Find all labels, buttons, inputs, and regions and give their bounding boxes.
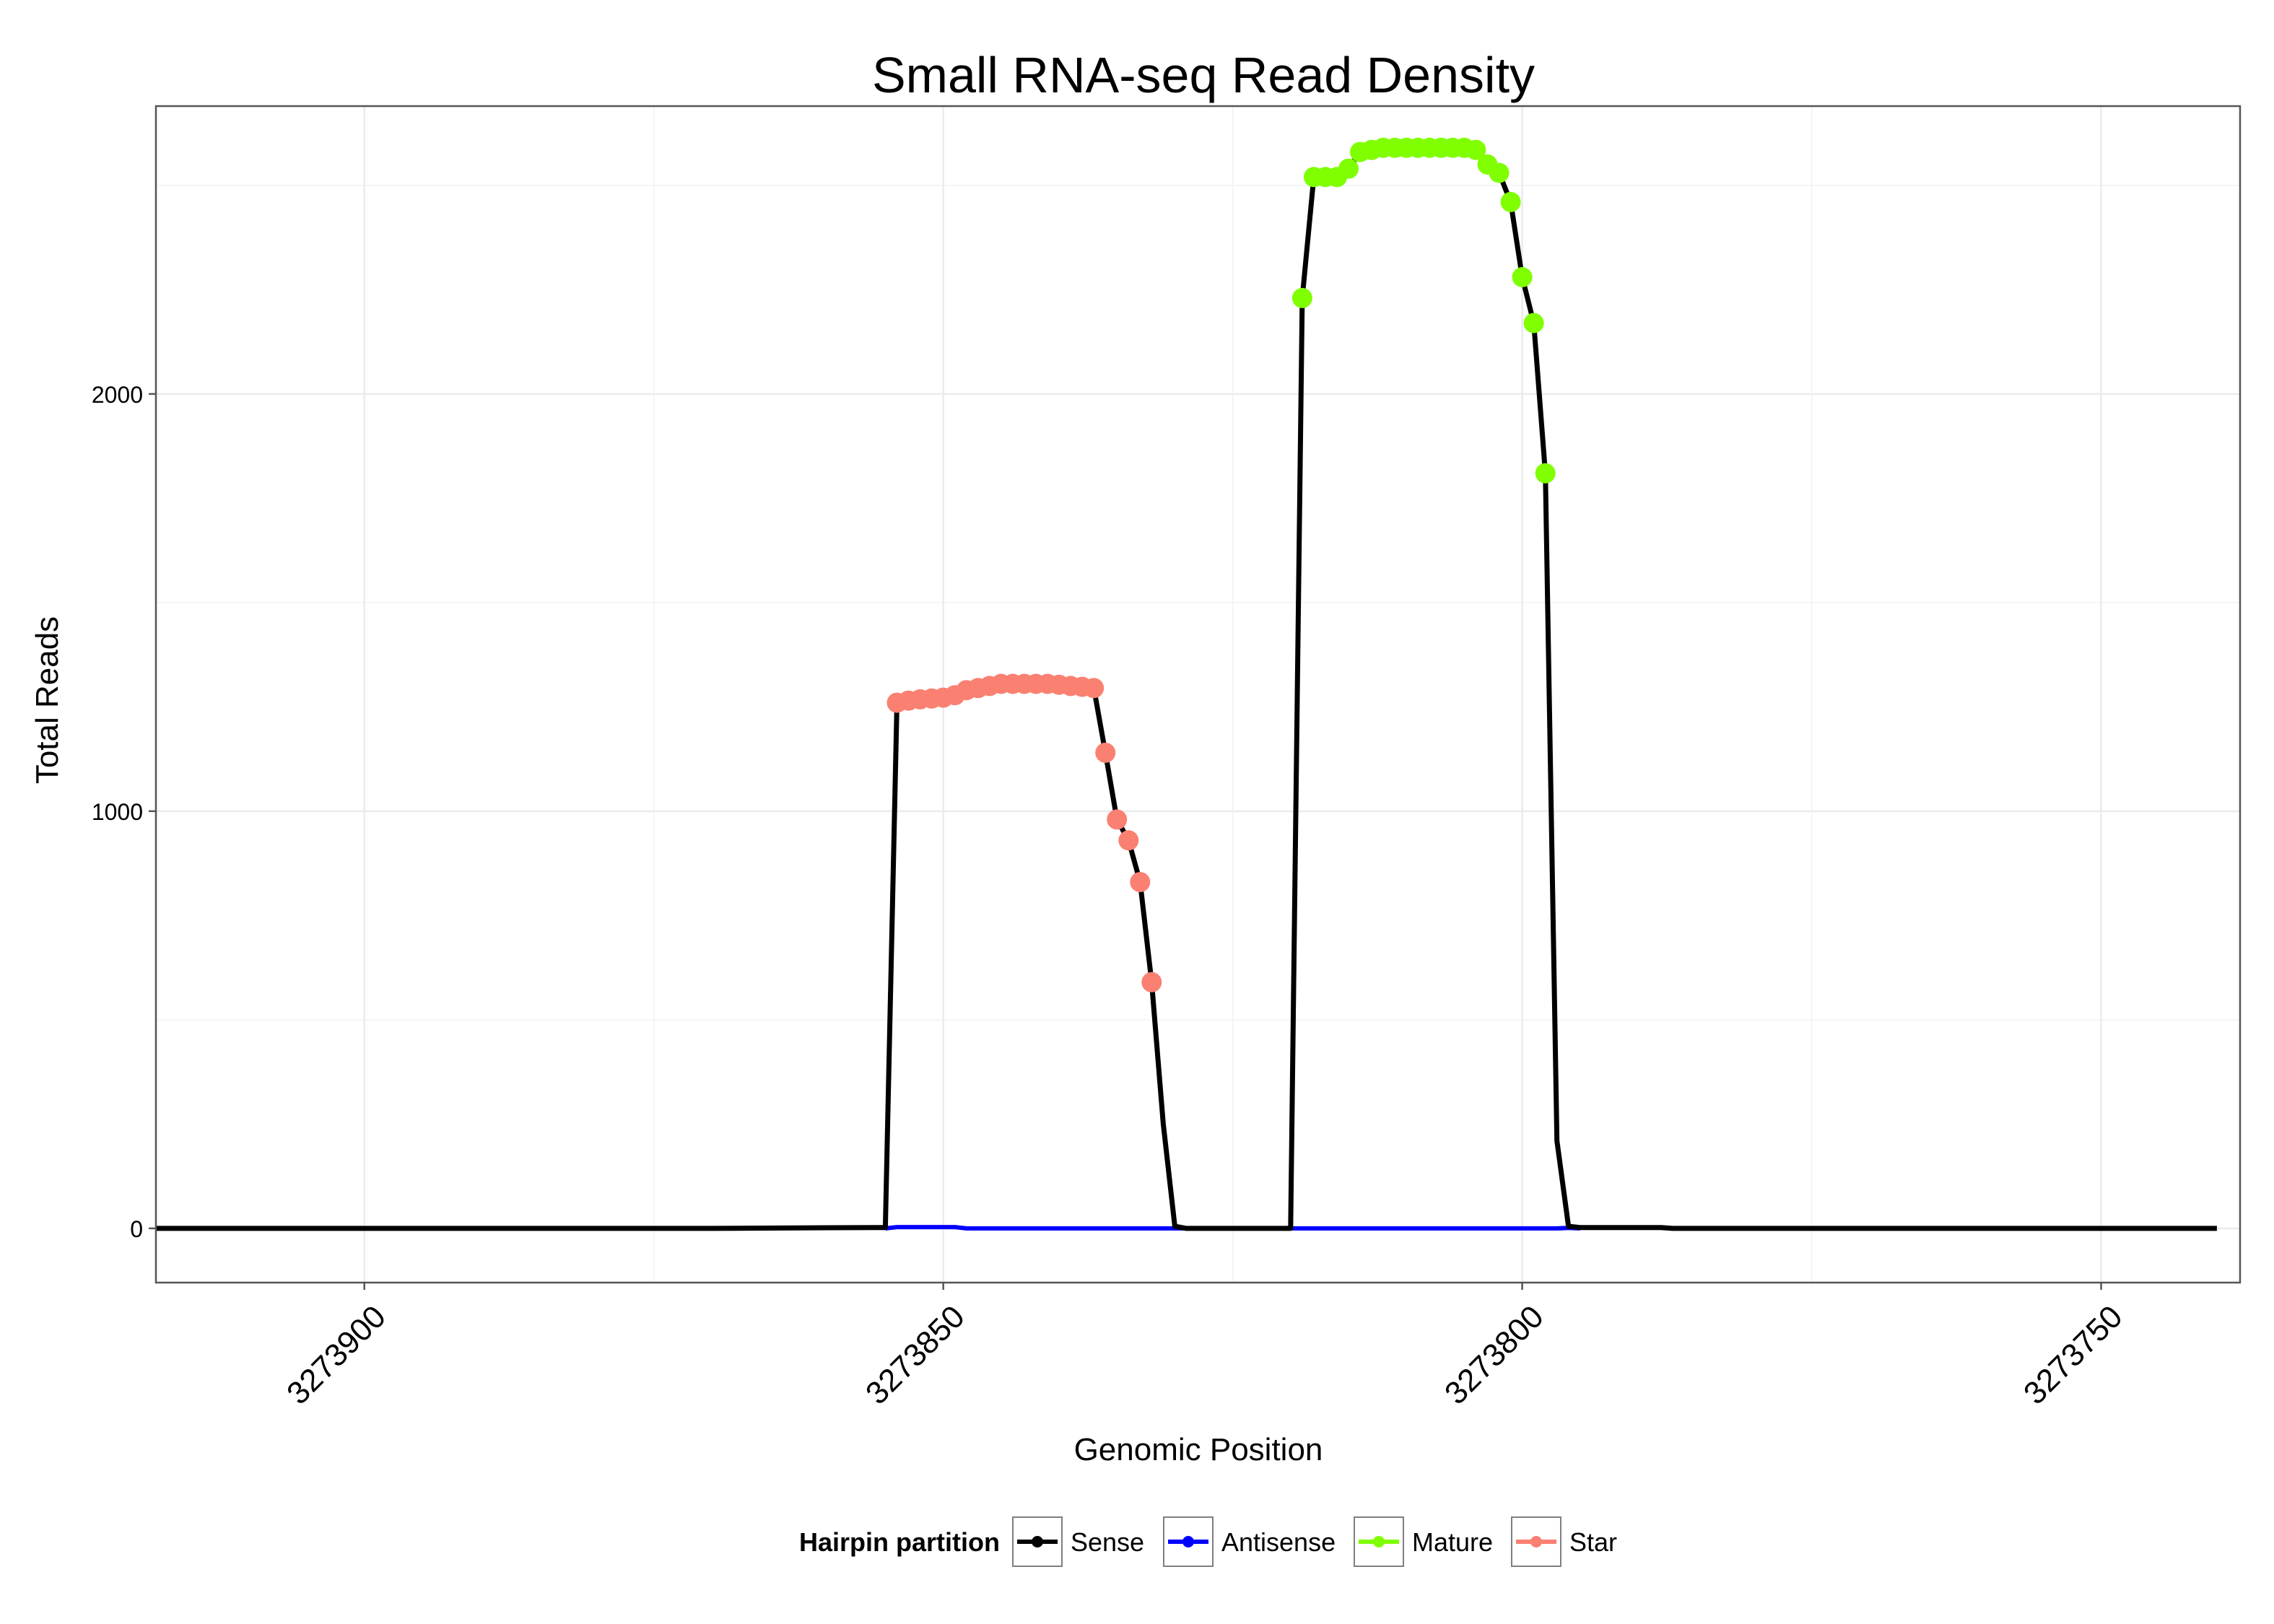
- data-point-star: [1107, 809, 1128, 830]
- data-point-mature: [1523, 313, 1544, 333]
- chart-title: Small RNA-seq Read Density: [872, 47, 1535, 103]
- legend-label: Mature: [1412, 1527, 1493, 1557]
- legend-key-point: [1373, 1536, 1385, 1547]
- y-tick-label: 0: [130, 1216, 143, 1242]
- legend-item-antisense: Antisense: [1163, 1516, 1336, 1567]
- legend-item-mature: Mature: [1354, 1516, 1493, 1567]
- legend-label: Star: [1569, 1527, 1617, 1557]
- legend-label: Antisense: [1221, 1527, 1336, 1557]
- data-point-mature: [1512, 267, 1533, 287]
- data-point-mature: [1291, 287, 1312, 308]
- legend-title: Hairpin partition: [799, 1527, 1000, 1557]
- data-point-star: [1130, 872, 1151, 893]
- x-axis-title: Genomic Position: [1074, 1432, 1323, 1467]
- legend: Hairpin partition Sense Antisense Mature Sta…: [799, 1516, 1617, 1567]
- data-point-mature: [1465, 139, 1486, 160]
- data-point-star: [1084, 678, 1105, 699]
- legend-key-point: [1032, 1536, 1043, 1547]
- legend-key-point: [1182, 1536, 1194, 1547]
- y-tick-label: 2000: [92, 382, 143, 408]
- legend-item-star: Star: [1511, 1516, 1617, 1567]
- legend-item-sense: Sense: [1012, 1516, 1144, 1567]
- y-tick-label: 1000: [92, 799, 143, 825]
- y-axis: 0 1000 2000: [92, 382, 156, 1242]
- plot-panel-border: [154, 105, 2242, 1284]
- data-point-mature: [1535, 463, 1556, 484]
- series-points: [886, 137, 1556, 992]
- data-point-star: [1141, 972, 1162, 992]
- y-axis-title: Total Reads: [30, 616, 65, 784]
- data-point-mature: [1338, 158, 1359, 179]
- data-point-star: [1095, 742, 1116, 763]
- data-point-star: [1118, 830, 1139, 851]
- legend-label: Sense: [1071, 1527, 1144, 1557]
- data-point-mature: [1500, 191, 1521, 212]
- data-point-mature: [1489, 162, 1510, 183]
- legend-key-point: [1530, 1536, 1542, 1547]
